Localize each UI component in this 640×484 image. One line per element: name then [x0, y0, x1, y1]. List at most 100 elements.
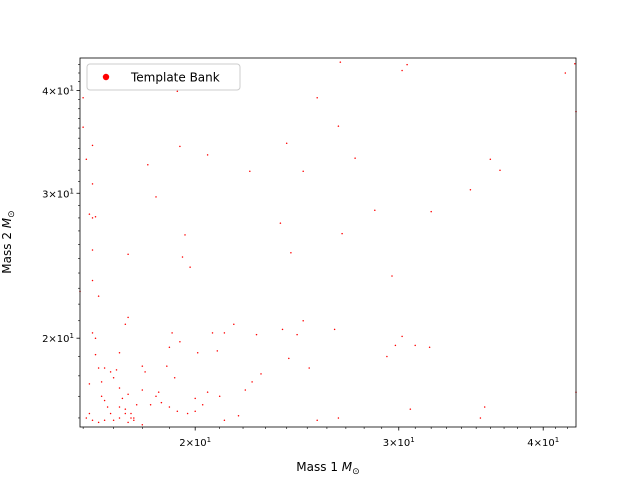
y-axis-ticks: 2×101 3×101 4×101: [42, 64, 80, 419]
data-point: [251, 381, 253, 383]
data-point: [141, 423, 144, 426]
data-point: [168, 406, 171, 408]
data-point: [206, 391, 209, 393]
data-point: [233, 323, 235, 325]
data-point: [281, 328, 284, 331]
data-point: [189, 266, 191, 268]
data-point: [179, 145, 181, 148]
data-point: [115, 369, 118, 371]
data-point: [97, 367, 100, 369]
data-point: [168, 346, 171, 348]
data-point: [97, 295, 100, 297]
data-point: [173, 377, 176, 379]
data-point: [186, 412, 189, 415]
data-point: [91, 279, 94, 282]
x-axis-ticks: 2×101 3×101 4×101: [82, 427, 569, 449]
data-point: [118, 352, 121, 354]
data-point: [166, 365, 168, 367]
data-point: [160, 401, 163, 404]
data-point: [296, 333, 298, 336]
data-point: [103, 367, 106, 369]
data-point: [106, 406, 109, 408]
data-point: [201, 404, 204, 406]
data-point: [109, 412, 112, 415]
data-point: [103, 419, 106, 421]
data-point: [112, 419, 115, 421]
data-point: [260, 373, 262, 375]
data-point: [430, 210, 432, 213]
data-point: [147, 163, 149, 166]
data-point: [141, 389, 144, 391]
data-point: [211, 332, 214, 334]
data-point: [85, 417, 88, 419]
data-point: [121, 397, 124, 400]
data-point: [91, 183, 94, 185]
data-point: [386, 355, 388, 358]
data-point: [401, 335, 403, 338]
data-point: [91, 419, 94, 421]
data-point: [316, 96, 318, 99]
data-point: [100, 395, 103, 398]
tick-label: 2×101: [42, 332, 74, 345]
data-point: [100, 381, 103, 383]
data-point: [216, 350, 219, 352]
data-point: [94, 337, 97, 339]
data-point: [127, 316, 129, 319]
data-point: [124, 408, 127, 410]
data-point: [127, 421, 129, 424]
data-point: [118, 406, 121, 408]
data-point: [394, 344, 397, 347]
data-point: [124, 323, 127, 325]
data-point: [88, 383, 91, 385]
data-point: [406, 63, 408, 66]
data-point: [285, 142, 288, 145]
data-point: [184, 234, 186, 236]
data-point: [206, 154, 209, 156]
data-point: [279, 222, 282, 224]
data-point: [149, 404, 152, 406]
data-point: [218, 395, 221, 398]
data-point: [85, 158, 88, 160]
data-point: [82, 126, 84, 128]
data-point: [333, 328, 336, 331]
data-point: [130, 412, 132, 415]
data-point: [130, 417, 132, 419]
tick-label: 4×101: [42, 84, 74, 97]
data-point: [428, 346, 431, 348]
data-point: [133, 417, 135, 419]
data-point: [374, 209, 376, 212]
data-point: [244, 389, 247, 391]
data-point: [564, 72, 567, 74]
data-point: [290, 252, 292, 254]
data-point: [194, 397, 196, 400]
data-point: [354, 157, 356, 159]
data-point: [483, 406, 486, 408]
data-point: [91, 217, 94, 219]
data-point: [249, 170, 251, 173]
data-point: [112, 377, 115, 379]
data-point: [237, 414, 240, 417]
data-point: [179, 341, 181, 343]
data-point: [339, 61, 342, 63]
data-point: [469, 188, 472, 191]
data-point: [414, 344, 416, 347]
data-point: [196, 352, 199, 354]
x-axis-label: Mass 1 M⊙: [296, 460, 359, 477]
legend-box: [86, 63, 241, 91]
data-point: [288, 357, 290, 360]
data-point: [574, 63, 576, 65]
data-point: [118, 387, 121, 389]
tick-label: 4×101: [527, 436, 559, 449]
data-point: [308, 367, 310, 369]
data-point: [91, 144, 94, 147]
data-point: [194, 410, 196, 413]
data-point: [157, 391, 160, 393]
data-point: [97, 421, 100, 424]
data-point: [91, 332, 94, 334]
data-point: [103, 399, 106, 402]
data-point: [88, 412, 91, 415]
data-point: [223, 419, 226, 421]
data-point: [127, 253, 129, 255]
data-point: [144, 371, 146, 373]
